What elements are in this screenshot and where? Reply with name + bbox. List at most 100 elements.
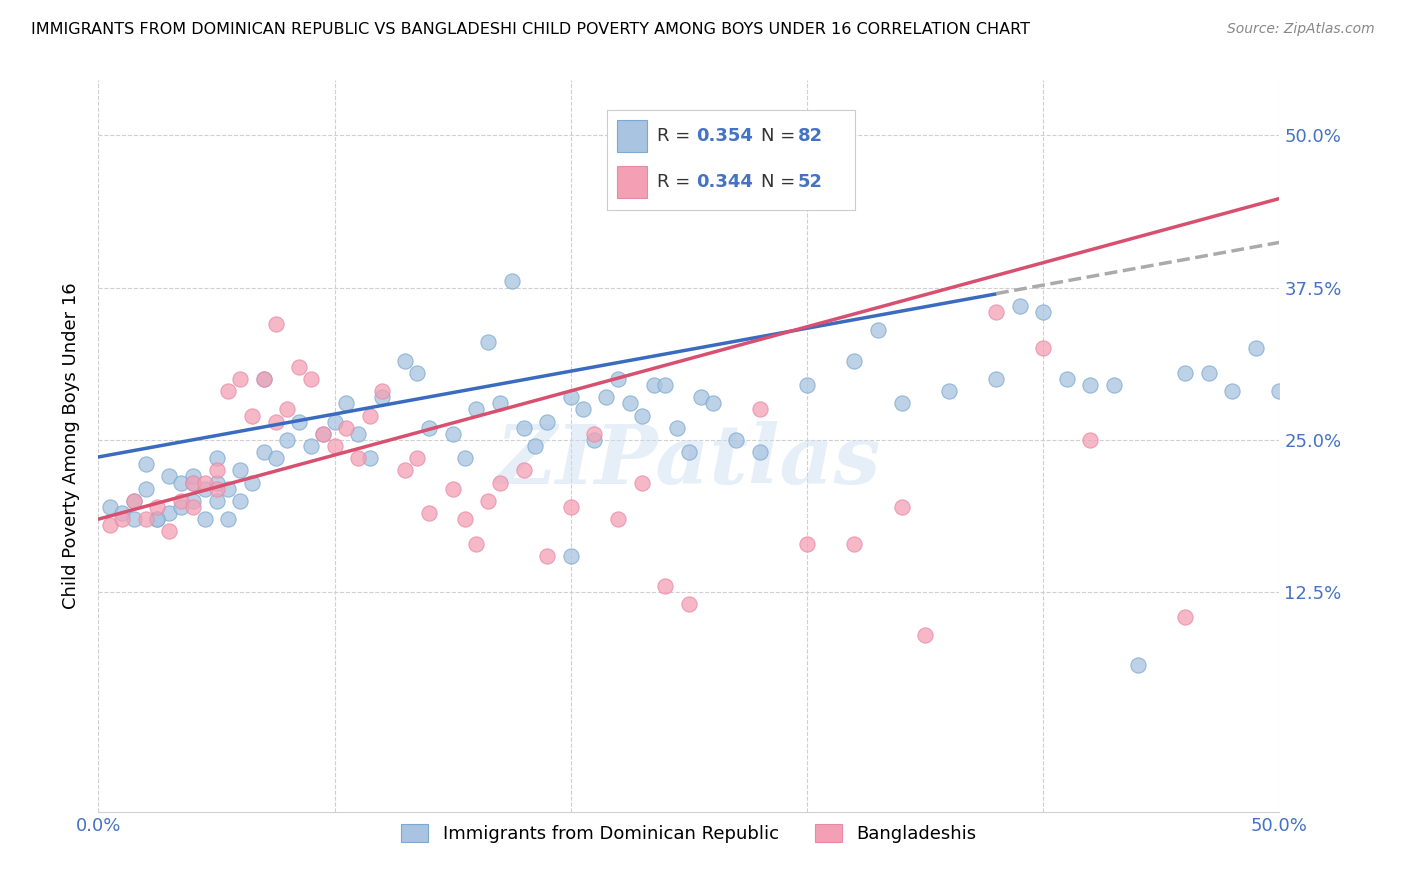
Point — [335, 421, 357, 435]
Text: R =: R = — [657, 173, 696, 191]
Point — [748, 445, 770, 459]
Text: N =: N = — [761, 173, 801, 191]
Point — [312, 426, 335, 441]
Point — [418, 506, 440, 520]
Point — [1244, 342, 1267, 356]
Point — [253, 445, 276, 459]
Point — [501, 275, 523, 289]
Point — [170, 494, 193, 508]
Point — [630, 475, 652, 490]
Point — [205, 494, 228, 508]
Point — [98, 500, 121, 514]
Point — [441, 426, 464, 441]
Point — [135, 458, 157, 472]
Point — [844, 536, 866, 550]
Point — [984, 372, 1007, 386]
Point — [288, 359, 311, 374]
Point — [560, 390, 582, 404]
Point — [135, 512, 157, 526]
Point — [1198, 366, 1220, 380]
Point — [335, 396, 357, 410]
Point — [583, 433, 606, 447]
Point — [890, 396, 912, 410]
Point — [630, 409, 652, 423]
Point — [465, 402, 488, 417]
Point — [276, 402, 298, 417]
Text: 0.344: 0.344 — [696, 173, 754, 191]
Point — [146, 512, 169, 526]
Point — [1032, 342, 1054, 356]
Point — [229, 463, 252, 477]
Point — [146, 500, 169, 514]
Point — [264, 415, 287, 429]
Point — [1032, 305, 1054, 319]
Point — [678, 598, 700, 612]
Point — [194, 475, 217, 490]
Point — [489, 396, 512, 410]
Point — [146, 512, 169, 526]
Point — [512, 421, 534, 435]
Point — [299, 439, 322, 453]
Point — [299, 372, 322, 386]
Point — [394, 353, 416, 368]
Point — [666, 421, 689, 435]
Point — [111, 506, 134, 520]
Legend: Immigrants from Dominican Republic, Bangladeshis: Immigrants from Dominican Republic, Bang… — [394, 816, 984, 850]
Text: 52: 52 — [799, 173, 823, 191]
Point — [536, 415, 558, 429]
Point — [98, 518, 121, 533]
Point — [1102, 378, 1125, 392]
Point — [1126, 658, 1149, 673]
Point — [122, 494, 145, 508]
Point — [619, 396, 641, 410]
Point — [689, 390, 711, 404]
Point — [217, 482, 239, 496]
Point — [607, 372, 630, 386]
Y-axis label: Child Poverty Among Boys Under 16: Child Poverty Among Boys Under 16 — [62, 283, 80, 609]
Point — [194, 482, 217, 496]
Point — [217, 512, 239, 526]
Point — [347, 426, 370, 441]
Text: Source: ZipAtlas.com: Source: ZipAtlas.com — [1227, 22, 1375, 37]
Point — [512, 463, 534, 477]
Point — [122, 494, 145, 508]
Point — [181, 475, 204, 490]
Point — [253, 372, 276, 386]
Point — [359, 409, 381, 423]
Text: ZIPatlas: ZIPatlas — [496, 421, 882, 500]
Point — [1220, 384, 1243, 399]
Point — [560, 500, 582, 514]
Point — [229, 372, 252, 386]
Point — [560, 549, 582, 563]
Point — [276, 433, 298, 447]
Text: N =: N = — [761, 127, 801, 145]
Point — [157, 524, 180, 539]
Point — [477, 335, 499, 350]
Point — [477, 494, 499, 508]
Point — [253, 372, 276, 386]
Text: 82: 82 — [799, 127, 823, 145]
Text: IMMIGRANTS FROM DOMINICAN REPUBLIC VS BANGLADESHI CHILD POVERTY AMONG BOYS UNDER: IMMIGRANTS FROM DOMINICAN REPUBLIC VS BA… — [31, 22, 1031, 37]
Point — [371, 390, 394, 404]
Point — [394, 463, 416, 477]
Point — [170, 500, 193, 514]
Point — [122, 512, 145, 526]
Point — [844, 353, 866, 368]
Point — [406, 451, 429, 466]
Point — [205, 475, 228, 490]
Point — [181, 475, 204, 490]
Point — [135, 482, 157, 496]
Point — [157, 506, 180, 520]
Point — [157, 469, 180, 483]
Text: 0.354: 0.354 — [696, 127, 754, 145]
Point — [914, 628, 936, 642]
Point — [323, 415, 346, 429]
Point — [654, 378, 676, 392]
Point — [489, 475, 512, 490]
Point — [441, 482, 464, 496]
Point — [312, 426, 335, 441]
Point — [170, 475, 193, 490]
Point — [796, 378, 818, 392]
Point — [240, 409, 263, 423]
Point — [323, 439, 346, 453]
